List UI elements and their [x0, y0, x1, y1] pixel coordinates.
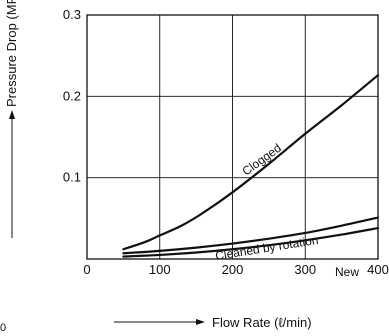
x-tick-label: 400 — [367, 262, 389, 277]
y-tick-label: 0.2 — [63, 88, 81, 103]
x-tick-label: 0 — [83, 262, 90, 277]
y-axis-title: Pressure Drop (MPa) — [4, 0, 19, 107]
y-tick-label: 0.3 — [63, 7, 81, 22]
curve-label-new: New — [335, 265, 359, 279]
grid — [87, 15, 378, 259]
cleaned-by-rotation-curve — [122, 216, 380, 255]
y-tick-label: 0.1 — [63, 170, 81, 185]
tick-labels: 0 100 200 300 400 0.1 0.2 0.3 — [63, 7, 389, 277]
x-tick-label: 100 — [149, 262, 171, 277]
x-tick-label: 300 — [294, 262, 316, 277]
x-axis-arrow-head — [196, 319, 205, 325]
plot-frame — [86, 14, 379, 260]
new-curve — [122, 226, 380, 258]
curves — [122, 74, 380, 258]
stray-label: 0 — [0, 322, 6, 331]
y-axis-arrow-head — [9, 110, 15, 119]
curve-label-clogged: Clogged — [240, 141, 284, 179]
x-tick-label: 200 — [222, 262, 244, 277]
clogged-curve — [122, 74, 380, 251]
x-axis-title: Flow Rate (ℓ/min) — [212, 315, 312, 330]
